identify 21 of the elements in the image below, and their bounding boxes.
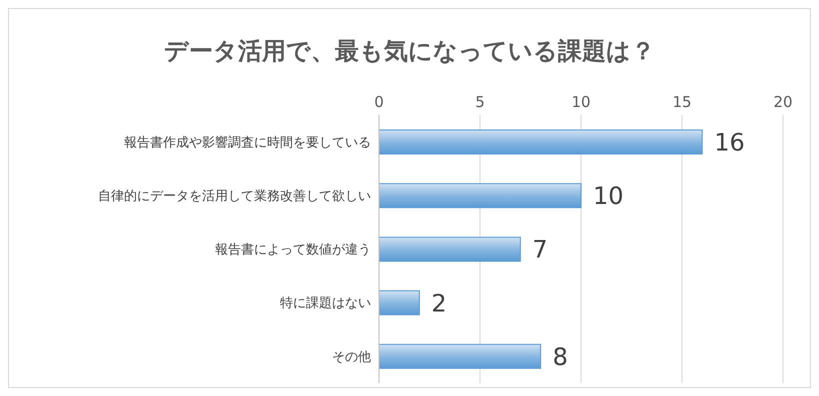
chart-title: データ活用で、最も気になっている課題は？: [163, 36, 656, 67]
x-tick-label: 5: [475, 93, 485, 111]
data-label: 7: [532, 236, 548, 264]
data-label: 16: [714, 128, 745, 157]
data-label: 10: [593, 182, 624, 210]
bar: [379, 236, 521, 262]
y-tick-label: 自律的にデータを活用して業務改善して欲しい: [98, 188, 371, 204]
x-tick-label: 20: [773, 93, 793, 111]
y-tick-label: その他: [332, 350, 371, 365]
bar: [379, 130, 703, 154]
bar: [379, 344, 542, 369]
y-tick-label: 報告書作成や影響調査に時間を要している: [124, 135, 371, 150]
x-tick-label: 15: [672, 93, 692, 111]
bar: [379, 290, 420, 316]
y-tick-label: 報告書によって数値が違う: [215, 242, 371, 258]
x-tick-label: 0: [374, 93, 384, 111]
bar: [379, 183, 582, 208]
data-label: 8: [552, 342, 568, 371]
x-tick-label: 10: [571, 93, 591, 111]
data-label: 2: [431, 289, 447, 318]
y-tick-label: 特に課題はない: [280, 296, 371, 312]
